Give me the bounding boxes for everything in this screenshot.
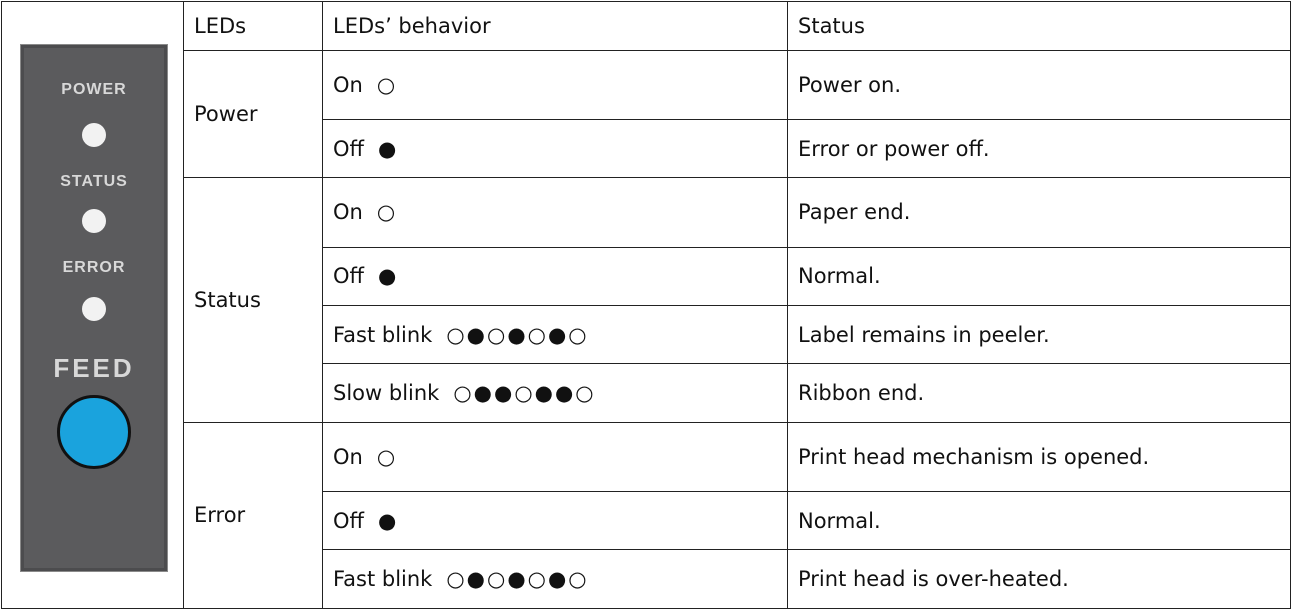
behavior-cell: Slow blink ○●●○●●○ — [322, 363, 788, 423]
feed-button — [57, 395, 131, 469]
blink-pattern: ○ — [376, 72, 398, 97]
table-row: Off ● Normal. — [2, 246, 1291, 306]
blink-pattern: ○ — [376, 444, 398, 469]
blink-pattern: ○●●○●●○ — [453, 381, 596, 406]
table-row: Fast blink ○●○●○●○ Label remains in peeler… — [2, 304, 1291, 365]
status: Normal. — [787, 490, 1291, 551]
behavior: Off — [333, 136, 364, 161]
table-row: Slow blink ○●●○●●○ Ribbon end. — [2, 363, 1291, 423]
blink-pattern: ○●○●○●○ — [446, 322, 589, 347]
behavior: Fast blink — [333, 567, 433, 592]
led-indicator — [82, 123, 106, 147]
status: Paper end. — [787, 177, 1291, 248]
panel-label: FEED — [53, 353, 135, 383]
panel-cell: POWER STATUS ERROR FEED — [1, 1, 184, 609]
blink-pattern: ● — [378, 264, 399, 289]
behavior: Off — [333, 264, 364, 289]
panel-label: POWER — [61, 81, 127, 98]
status: Error or power off. — [787, 118, 1291, 179]
header-cell: Status — [787, 1, 1291, 51]
led-indicator — [82, 297, 106, 321]
behavior: Fast blink — [333, 322, 433, 347]
behavior-cell: On ○ — [322, 49, 788, 120]
status: Print head is over-heated. — [787, 549, 1291, 609]
behavior-cell: Off ● — [322, 246, 788, 306]
blink-pattern: ○●○●○●○ — [446, 567, 589, 592]
behavior: On — [333, 444, 363, 469]
behavior: Slow blink — [333, 381, 440, 406]
status: Label remains in peeler. — [787, 304, 1291, 365]
behavior: On — [333, 72, 363, 97]
behavior: On — [333, 200, 363, 225]
table-row: Status On ○ Paper end. — [2, 177, 1291, 423]
table-row: Off ● Error or power off. — [2, 118, 1291, 179]
panel-label: STATUS — [60, 173, 128, 190]
header-cell: LEDs — [183, 1, 323, 51]
table-row: Power On ○ Power on. — [2, 49, 1291, 179]
behavior-cell: On ○ — [322, 177, 788, 248]
behavior-cell: Fast blink ○●○●○●○ — [322, 304, 788, 365]
status: Normal. — [787, 246, 1291, 306]
blink-pattern: ● — [378, 136, 399, 161]
header-cell: LEDs’ behavior — [322, 1, 788, 51]
table-row: Fast blink ○●○●○●○ Print head is over-heat… — [2, 549, 1291, 609]
panel-label: ERROR — [62, 259, 126, 276]
behavior-cell: On ○ — [322, 421, 788, 492]
led-name: Error — [183, 421, 323, 610]
blink-pattern: ● — [378, 508, 399, 533]
table-row: Off ● Normal. — [2, 490, 1291, 551]
status: Ribbon end. — [787, 363, 1291, 423]
blink-pattern: ○ — [376, 200, 398, 225]
led-name: Power — [183, 49, 323, 179]
behavior: Off — [333, 508, 364, 533]
behavior-cell: Off ● — [322, 490, 788, 551]
led-panel: POWER STATUS ERROR FEED — [20, 44, 168, 572]
led-name: Status — [183, 177, 323, 423]
status: Print head mechanism is opened. — [787, 421, 1291, 492]
led-indicator — [82, 209, 106, 233]
behavior-cell: Fast blink ○●○●○●○ — [322, 549, 788, 609]
status: Power on. — [787, 49, 1291, 120]
behavior-cell: Off ● — [322, 118, 788, 179]
table-row: Error On ○ Print head mechanism is opened. — [2, 421, 1291, 610]
